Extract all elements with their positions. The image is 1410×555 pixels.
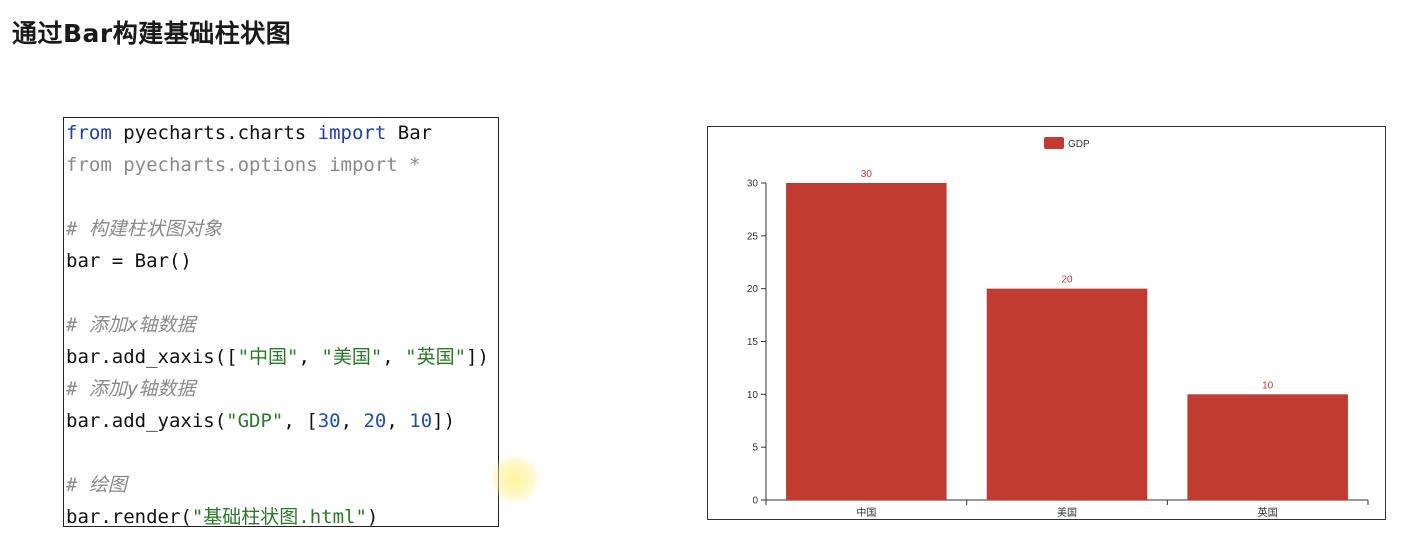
code-token: from pyecharts.options import * [66, 154, 421, 176]
legend-label: GDP [1068, 139, 1090, 150]
bar [786, 183, 947, 500]
mouse-cursor-highlight [491, 455, 539, 503]
bar-chart: GDP 0 5 10 15 20 25 30 30 中国 20 美国 10 英国 [747, 137, 1369, 519]
legend-swatch [1044, 137, 1064, 149]
code-token: 20 [363, 410, 387, 432]
y-tick-label: 5 [752, 443, 758, 454]
bar-value-label: 20 [1061, 275, 1073, 286]
code-token: 30 [317, 410, 341, 432]
code-token: "基础柱状图.html" [191, 506, 367, 527]
code-token: bar.add_yaxis( [66, 410, 227, 432]
code-token: pyecharts.charts [111, 122, 318, 144]
y-tick-label: 30 [747, 179, 759, 190]
code-line: bar.render("基础柱状图.html") [66, 502, 379, 527]
bar-chart-frame: GDP 0 5 10 15 20 25 30 30 中国 20 美国 10 英国 [707, 126, 1386, 520]
code-line: # 添加x轴数据 [66, 310, 195, 340]
code-token: ]) [466, 346, 489, 368]
code-token: , [382, 346, 406, 368]
code-token: "英国" [405, 346, 467, 368]
code-token: # 添加x轴数据 [66, 314, 196, 336]
code-token: "GDP" [226, 410, 284, 432]
bar [1187, 394, 1348, 500]
code-line: from pyecharts.options import * [66, 150, 421, 180]
code-token: "美国" [321, 346, 383, 368]
y-tick-label: 0 [752, 496, 758, 507]
code-token: bar = Bar() [66, 250, 192, 272]
y-tick-label: 20 [747, 284, 759, 295]
code-line: bar = Bar() [66, 246, 192, 276]
y-tick-label: 10 [747, 390, 759, 401]
x-tick-label: 美国 [1057, 506, 1077, 519]
code-line: # 绘图 [66, 470, 127, 500]
bar-value-label: 30 [861, 169, 873, 180]
code-token: # 绘图 [66, 474, 127, 496]
code-token: Bar [386, 122, 433, 144]
code-token: # 构建柱状图对象 [66, 218, 222, 240]
code-token: # 添加y轴数据 [66, 378, 196, 400]
x-tick-label: 英国 [1258, 506, 1278, 519]
code-token: ) [366, 506, 379, 527]
code-token: , [340, 410, 364, 432]
page-title: 通过Bar构建基础柱状图 [12, 19, 292, 48]
bar-value-label: 10 [1262, 380, 1274, 391]
code-token: "中国" [237, 346, 299, 368]
code-token: , [386, 410, 410, 432]
code-token: from [66, 122, 112, 144]
code-line: bar.add_yaxis("GDP", [30, 20, 10]) [66, 406, 455, 436]
code-line: bar.add_xaxis(["中国", "美国", "英国"]) [66, 342, 489, 372]
y-tick-label: 15 [747, 337, 759, 348]
code-token: ]) [432, 410, 456, 432]
bar [986, 288, 1148, 500]
code-block: from pyecharts.charts import Bar from pye… [63, 117, 499, 527]
code-token: 10 [409, 410, 433, 432]
code-token: import [317, 122, 387, 144]
code-token: , [298, 346, 322, 368]
code-line: from pyecharts.charts import Bar [66, 118, 432, 148]
code-token: bar.render( [66, 506, 192, 527]
code-token: , [ [283, 410, 318, 432]
code-token: bar.add_xaxis([ [66, 346, 238, 368]
x-tick-label: 中国 [856, 506, 876, 519]
code-line: # 构建柱状图对象 [66, 214, 222, 244]
code-line: # 添加y轴数据 [66, 374, 195, 404]
y-tick-label: 25 [747, 231, 759, 242]
